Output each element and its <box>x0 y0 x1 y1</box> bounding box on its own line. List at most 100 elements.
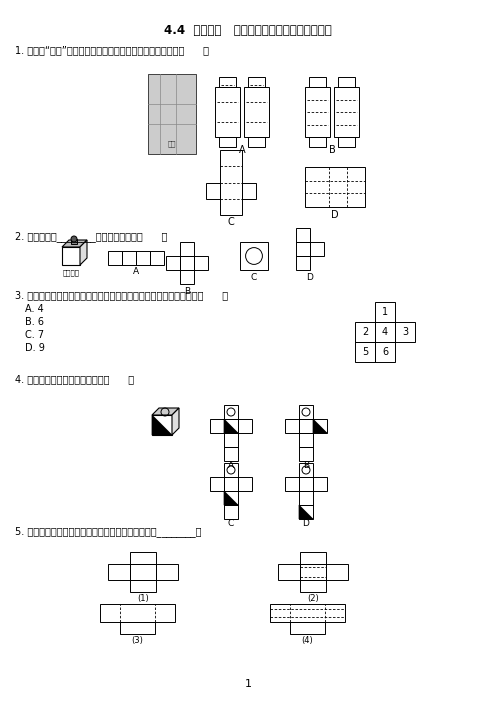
Bar <box>305 87 330 137</box>
Bar <box>71 239 77 244</box>
Bar <box>224 463 238 477</box>
Polygon shape <box>152 415 172 435</box>
Polygon shape <box>62 240 87 247</box>
Bar <box>375 342 395 362</box>
Bar <box>136 251 150 265</box>
Bar <box>296 228 310 242</box>
Polygon shape <box>224 491 238 505</box>
Bar <box>224 477 238 491</box>
Text: D. 9: D. 9 <box>25 343 45 353</box>
Text: (1): (1) <box>137 595 149 604</box>
Bar <box>108 564 130 580</box>
Text: (4): (4) <box>301 637 313 646</box>
Bar <box>180 270 194 284</box>
Bar <box>219 137 236 147</box>
Text: 3. 如图是正方体的展开图，原正方体相对两个面上的数字之和最小是（      ）: 3. 如图是正方体的展开图，原正方体相对两个面上的数字之和最小是（ ） <box>15 290 228 300</box>
Bar <box>224 505 238 519</box>
Bar <box>338 137 355 147</box>
Bar <box>299 433 313 447</box>
Text: 5. 下列图形中，可以沿虚线折叠成长方体包装盒的有________。: 5. 下列图形中，可以沿虚线折叠成长方体包装盒的有________。 <box>15 526 201 538</box>
Bar <box>194 256 208 270</box>
Bar <box>313 477 327 491</box>
Bar <box>300 552 326 564</box>
Circle shape <box>71 236 77 242</box>
Bar <box>130 580 156 592</box>
Text: 5: 5 <box>362 347 368 357</box>
Bar <box>300 564 326 580</box>
Bar <box>238 419 252 433</box>
Text: 4: 4 <box>382 327 388 337</box>
Bar <box>296 256 310 270</box>
Bar <box>220 150 242 215</box>
Bar <box>299 419 313 433</box>
Bar <box>299 491 313 505</box>
Text: 4. 如图所示的正方体的展开图是（      ）: 4. 如图所示的正方体的展开图是（ ） <box>15 374 134 384</box>
Text: A: A <box>228 461 234 470</box>
Bar <box>270 604 345 622</box>
Bar <box>296 242 310 256</box>
Text: A: A <box>239 145 246 155</box>
Bar <box>156 564 178 580</box>
Bar <box>150 251 164 265</box>
Bar <box>130 564 156 580</box>
Bar <box>313 419 327 433</box>
Bar <box>224 447 238 461</box>
Bar <box>309 137 326 147</box>
Bar <box>248 137 265 147</box>
Bar <box>244 87 269 137</box>
Bar <box>290 622 325 634</box>
Polygon shape <box>313 419 327 433</box>
Bar <box>375 302 395 322</box>
Bar <box>305 167 365 207</box>
Text: 1: 1 <box>382 307 388 317</box>
Text: D: D <box>307 272 313 282</box>
Bar <box>219 77 236 87</box>
Bar <box>130 552 156 564</box>
Bar <box>299 505 313 519</box>
Bar <box>206 183 220 199</box>
Bar <box>248 77 265 87</box>
Bar <box>240 242 268 270</box>
Bar <box>215 87 240 137</box>
Text: 4.4  课题学习   设计制作长方体形状的包装纸盒: 4.4 课题学习 设计制作长方体形状的包装纸盒 <box>164 23 332 37</box>
Polygon shape <box>172 408 179 435</box>
Bar <box>180 256 194 270</box>
Text: 1. 下面是“蒙牛”牌牛奶软包装盒，其表面展开图不正确的是（      ）: 1. 下面是“蒙牛”牌牛奶软包装盒，其表面展开图不正确的是（ ） <box>15 45 209 55</box>
Text: B. 6: B. 6 <box>25 317 44 327</box>
Text: 1: 1 <box>245 679 251 689</box>
Polygon shape <box>152 415 172 435</box>
Bar <box>299 447 313 461</box>
Bar <box>120 622 155 634</box>
Bar <box>285 419 299 433</box>
Polygon shape <box>224 419 238 433</box>
Bar <box>355 322 375 342</box>
Text: 3: 3 <box>402 327 408 337</box>
Bar <box>355 342 375 362</box>
Text: A: A <box>133 267 139 277</box>
Bar <box>310 242 324 256</box>
Text: D: D <box>331 210 339 220</box>
Bar <box>210 419 224 433</box>
Text: 2. 下列图形中________可以折成正方体（      ）: 2. 下列图形中________可以折成正方体（ ） <box>15 232 167 242</box>
Bar <box>299 405 313 419</box>
Bar <box>326 564 348 580</box>
Text: 6: 6 <box>382 347 388 357</box>
Polygon shape <box>152 408 179 415</box>
Bar <box>299 463 313 477</box>
Bar <box>309 77 326 87</box>
Text: C: C <box>228 217 235 227</box>
Bar <box>108 251 122 265</box>
Bar <box>148 74 196 154</box>
Bar <box>285 477 299 491</box>
Bar <box>338 77 355 87</box>
Text: C. 7: C. 7 <box>25 330 44 340</box>
Polygon shape <box>299 505 313 519</box>
Bar <box>299 477 313 491</box>
Bar <box>395 322 415 342</box>
Text: C: C <box>228 519 234 529</box>
Bar <box>166 256 180 270</box>
Bar <box>100 604 175 622</box>
Text: (2): (2) <box>307 595 319 604</box>
Bar <box>278 564 300 580</box>
Bar <box>300 580 326 592</box>
